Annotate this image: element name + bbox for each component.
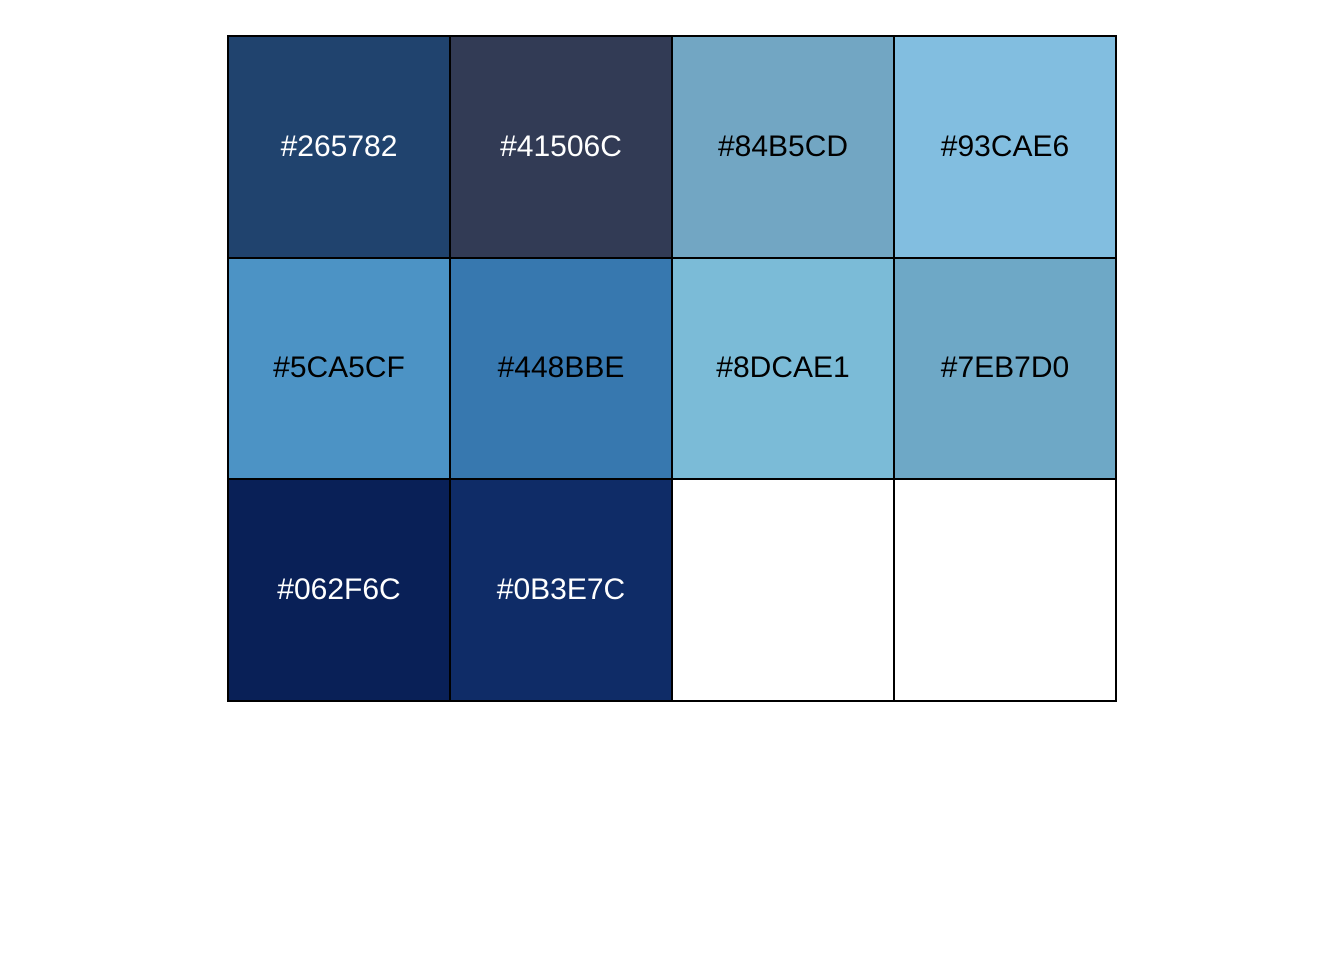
empty-swatch — [672, 479, 894, 701]
color-swatch: #93CAE6 — [894, 36, 1116, 258]
color-swatch: #84B5CD — [672, 36, 894, 258]
color-swatch: #448BBE — [450, 257, 672, 480]
color-swatch: #8DCAE1 — [672, 257, 894, 480]
color-swatch: #41506C — [450, 36, 672, 258]
empty-swatch — [894, 479, 1116, 701]
color-swatch: #062F6C — [228, 479, 450, 701]
color-swatch: #7EB7D0 — [894, 257, 1116, 480]
color-swatch: #0B3E7C — [450, 479, 672, 701]
color-swatch: #5CA5CF — [228, 257, 450, 480]
color-swatch: #265782 — [228, 36, 450, 258]
color-swatch-grid: #265782 #41506C #84B5CD #93CAE6 #5CA5CF … — [227, 35, 1117, 702]
